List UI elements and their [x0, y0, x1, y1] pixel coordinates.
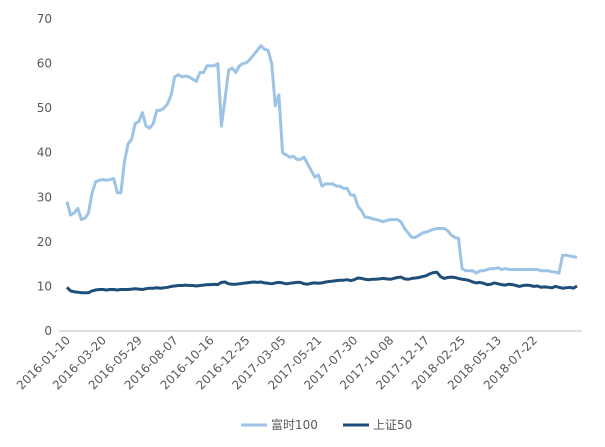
y-tick-label: 70 [37, 12, 52, 26]
line-series [65, 44, 578, 275]
y-tick-label: 40 [37, 146, 52, 160]
line-series [65, 270, 578, 295]
legend-label: 上证50 [373, 418, 412, 432]
y-tick-label: 20 [37, 235, 52, 249]
y-tick-label: 30 [37, 190, 52, 204]
y-tick-label: 0 [44, 324, 52, 338]
y-tick-label: 10 [37, 279, 52, 293]
y-tick-label: 50 [37, 101, 52, 115]
y-tick-label: 60 [37, 57, 52, 71]
legend-label: 富时100 [271, 417, 318, 432]
